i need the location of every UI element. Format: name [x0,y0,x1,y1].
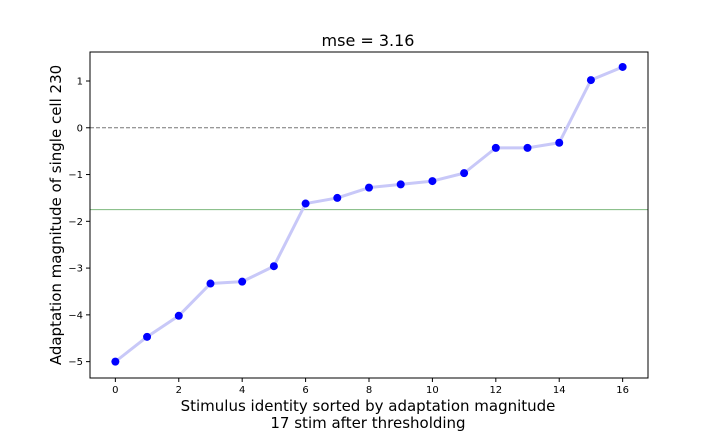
chart-title: mse = 3.16 [322,31,415,50]
y-axis-label: Adaptation magnitude of single cell 230 [47,65,65,365]
data-point [143,332,152,341]
data-point [174,311,183,320]
axes-frame [89,51,649,379]
data-point [586,76,595,85]
data-point [111,357,120,366]
data-point [523,143,532,152]
y-tick-label: 1 [77,76,83,87]
x-tick-label: 10 [426,385,439,396]
data-point [460,169,469,178]
x-tick-label: 0 [112,385,118,396]
x-tick-label: 8 [366,385,372,396]
data-point [618,62,627,71]
y-tick-label: −1 [68,170,83,181]
x-tick-label: 14 [553,385,566,396]
x-tick-label: 2 [176,385,182,396]
data-point [428,177,437,186]
x-axis-label: Stimulus identity sorted by adaptation m… [181,397,556,415]
data-point [238,277,247,286]
y-tick-label: −3 [68,264,83,275]
data-point [206,279,215,288]
x-tick-label: 16 [616,385,629,396]
data-point [301,199,310,208]
x-tick-label: 12 [489,385,502,396]
data-point [365,183,373,192]
series-line [114,65,624,363]
x-tick-label: 4 [239,385,245,396]
data-point [269,262,278,271]
data-point [396,180,405,189]
data-point [491,143,500,152]
y-tick-label: −4 [68,310,83,321]
x-tick-label: 6 [302,385,308,396]
plot-area [90,62,648,366]
x-axis-sublabel: 17 stim after thresholding [270,414,465,432]
y-tick-label: −2 [68,217,83,228]
y-tick-label: −5 [68,357,83,368]
y-tick-label: 0 [77,123,83,134]
axes: 0 2 4 6 8 10 12 14 16 −5 −4 −3 −2 −1 0 1 [68,51,649,396]
data-point [555,138,564,147]
data-point [333,193,342,202]
